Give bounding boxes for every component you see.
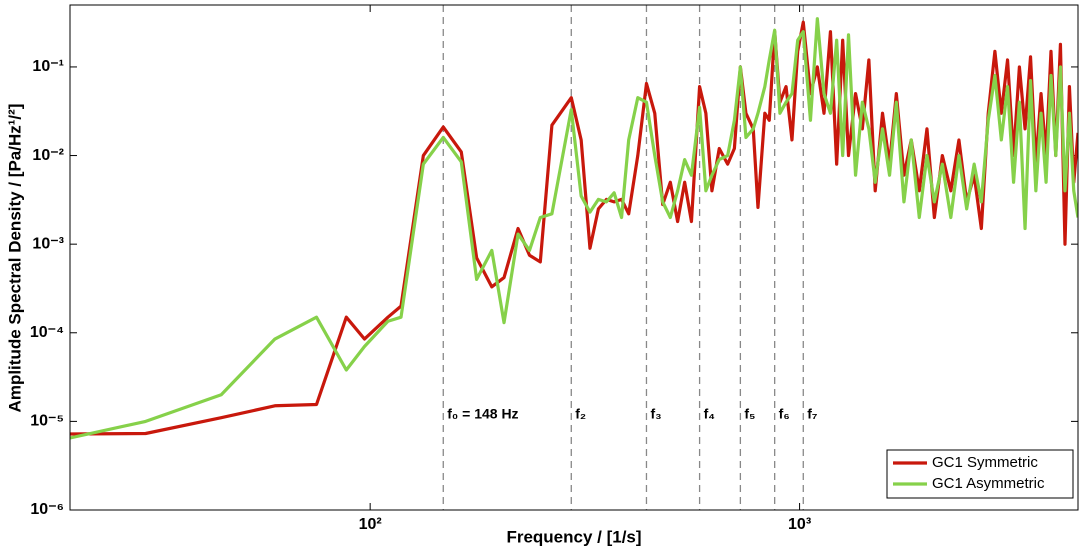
legend-label: GC1 Symmetric	[932, 454, 1038, 471]
series-line	[70, 20, 1078, 436]
harmonic-label: f₂	[575, 406, 586, 422]
y-tick-label: 10⁻⁴	[30, 324, 64, 341]
harmonic-label: f₆	[779, 406, 790, 422]
x-tick-label: 10³	[788, 516, 811, 533]
legend-label: GC1 Asymmetric	[932, 475, 1045, 492]
y-tick-label: 10⁻⁶	[30, 501, 64, 518]
y-tick-label: 10⁻²	[32, 147, 64, 164]
x-axis-label: Frequency / [1/s]	[506, 527, 641, 546]
harmonic-label: f₄	[704, 406, 715, 422]
series-line	[70, 17, 1078, 440]
harmonic-label: f₀ = 148 Hz	[447, 406, 518, 422]
legend-box	[886, 449, 1074, 499]
harmonic-label: f₇	[807, 406, 817, 422]
y-tick-label: 10⁻⁵	[30, 413, 64, 430]
y-tick-label: 10⁻³	[32, 235, 64, 252]
y-axis-label: Amplitude Spectral Density / [Pa/Hz¹/²]	[5, 104, 24, 413]
plot-area	[70, 17, 1078, 440]
harmonic-label: f₃	[650, 406, 661, 422]
x-tick-label: 10²	[359, 516, 382, 533]
plot-frame	[69, 4, 1079, 511]
harmonic-label: f₅	[744, 406, 755, 422]
y-tick-label: 10⁻¹	[32, 58, 64, 75]
